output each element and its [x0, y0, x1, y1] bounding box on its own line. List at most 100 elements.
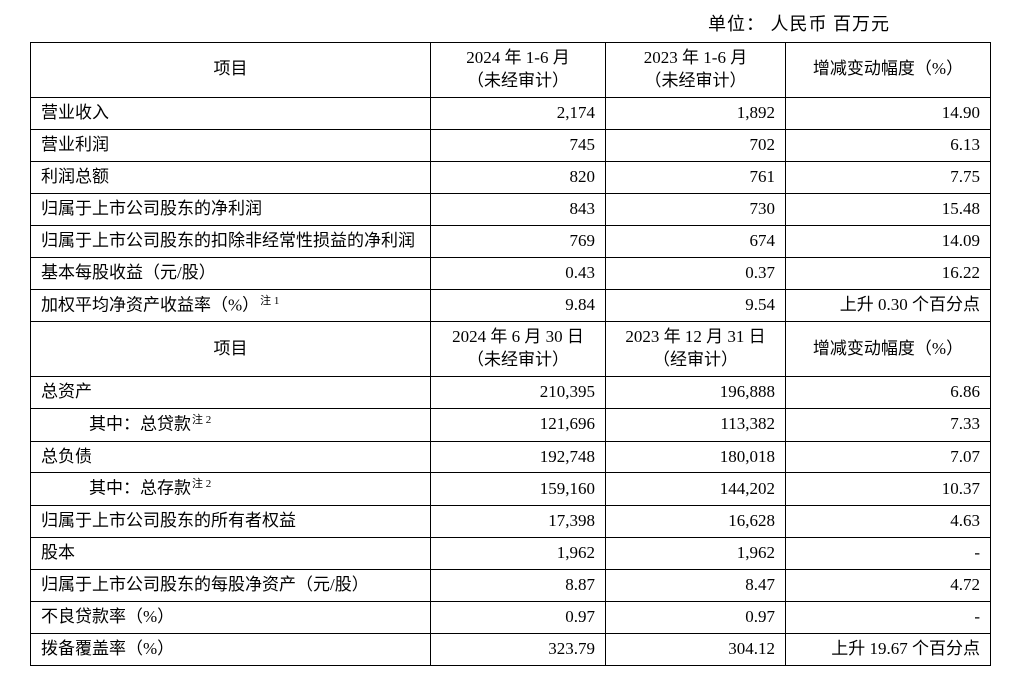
row-change: 7.33 — [786, 408, 991, 441]
row-value-1: 1,962 — [431, 537, 606, 569]
table-row: 加权平均净资产收益率（%）注 19.849.54上升 0.30 个百分点 — [31, 289, 991, 322]
s2-h1-l2: （未经审计） — [467, 350, 569, 369]
row-label: 利润总额 — [31, 161, 431, 193]
row-change: 16.22 — [786, 257, 991, 289]
table-row: 归属于上市公司股东的净利润84373015.48 — [31, 193, 991, 225]
row-label-text: 归属于上市公司股东的所有者权益 — [41, 511, 296, 530]
s1-h2-l1: 2023 年 1-6 月 — [644, 48, 747, 67]
row-label-text: 基本每股收益（元/股） — [41, 263, 216, 282]
row-change: 15.48 — [786, 193, 991, 225]
row-change: - — [786, 601, 991, 633]
footnote-marker: 注 2 — [192, 414, 211, 426]
table-row: 不良贷款率（%）0.970.97- — [31, 601, 991, 633]
row-change: 7.75 — [786, 161, 991, 193]
table-row: 营业利润 7457026.13 — [31, 129, 991, 161]
row-value-2: 730 — [606, 193, 786, 225]
s1-h2: 2023 年 1-6 月 （未经审计） — [606, 43, 786, 98]
row-change: 14.09 — [786, 225, 991, 257]
table-row: 其中：总存款注 2159,160144,20210.37 — [31, 473, 991, 506]
table-row: 归属于上市公司股东的每股净资产（元/股） 8.878.474.72 — [31, 569, 991, 601]
row-value-1: 0.97 — [431, 601, 606, 633]
table-row: 基本每股收益（元/股） 0.430.3716.22 — [31, 257, 991, 289]
table-row: 总负债192,748180,0187.07 — [31, 441, 991, 473]
row-label-text: 总负债 — [41, 447, 92, 466]
row-label-text: 归属于上市公司股东的每股净资产（元/股） — [41, 575, 369, 594]
row-change: 10.37 — [786, 473, 991, 506]
row-label: 营业利润 — [31, 129, 431, 161]
row-label-text: 加权平均净资产收益率（%） — [41, 295, 259, 314]
row-value-1: 2,174 — [431, 97, 606, 129]
row-value-2: 0.37 — [606, 257, 786, 289]
row-value-2: 180,018 — [606, 441, 786, 473]
row-value-2: 8.47 — [606, 569, 786, 601]
financial-table: 项目 2024 年 1-6 月 （未经审计） 2023 年 1-6 月 （未经审… — [30, 42, 991, 666]
row-change: 6.86 — [786, 376, 991, 408]
row-label-text: 股本 — [41, 543, 75, 562]
row-value-2: 16,628 — [606, 506, 786, 538]
row-value-1: 323.79 — [431, 633, 606, 665]
row-value-1: 17,398 — [431, 506, 606, 538]
row-label: 归属于上市公司股东的扣除非经常性损益的净利润 — [31, 225, 431, 257]
row-label-text: 总资产 — [41, 382, 92, 401]
row-label-text: 不良贷款率（%） — [41, 607, 174, 626]
row-label-text: 其中：总贷款 — [89, 415, 191, 434]
row-value-1: 0.43 — [431, 257, 606, 289]
s1-h1-l2: （未经审计） — [467, 71, 569, 90]
row-value-2: 113,382 — [606, 408, 786, 441]
row-value-1: 159,160 — [431, 473, 606, 506]
row-label: 归属于上市公司股东的净利润 — [31, 193, 431, 225]
row-label-text: 营业利润 — [41, 135, 109, 154]
row-value-2: 674 — [606, 225, 786, 257]
row-value-1: 745 — [431, 129, 606, 161]
table-row: 其中：总贷款注 2121,696113,3827.33 — [31, 408, 991, 441]
row-label: 基本每股收益（元/股） — [31, 257, 431, 289]
row-label-text: 拨备覆盖率（%） — [41, 639, 174, 658]
s2-h1: 2024 年 6 月 30 日 （未经审计） — [431, 322, 606, 377]
row-value-1: 210,395 — [431, 376, 606, 408]
s2-h2-l1: 2023 年 12 月 31 日 — [625, 327, 765, 346]
row-value-2: 304.12 — [606, 633, 786, 665]
row-label: 拨备覆盖率（%） — [31, 633, 431, 665]
row-value-1: 820 — [431, 161, 606, 193]
table-row: 归属于上市公司股东的扣除非经常性损益的净利润76967414.09 — [31, 225, 991, 257]
row-change: 上升 0.30 个百分点 — [786, 289, 991, 322]
row-value-2: 144,202 — [606, 473, 786, 506]
s2-h0: 项目 — [31, 322, 431, 377]
s2-h3: 增减变动幅度（%） — [786, 322, 991, 377]
row-value-1: 121,696 — [431, 408, 606, 441]
row-change: 上升 19.67 个百分点 — [786, 633, 991, 665]
table-row: 总资产 210,395196,8886.86 — [31, 376, 991, 408]
row-label: 营业收入 — [31, 97, 431, 129]
row-value-2: 0.97 — [606, 601, 786, 633]
row-value-2: 196,888 — [606, 376, 786, 408]
row-change: 4.72 — [786, 569, 991, 601]
table-row: 股本1,9621,962- — [31, 537, 991, 569]
row-label: 加权平均净资产收益率（%）注 1 — [31, 289, 431, 322]
row-label: 不良贷款率（%） — [31, 601, 431, 633]
row-value-2: 761 — [606, 161, 786, 193]
row-value-1: 8.87 — [431, 569, 606, 601]
s1-h3: 增减变动幅度（%） — [786, 43, 991, 98]
row-change: 6.13 — [786, 129, 991, 161]
s2-h1-l1: 2024 年 6 月 30 日 — [452, 327, 584, 346]
row-label: 其中：总贷款注 2 — [31, 408, 431, 441]
row-label: 股本 — [31, 537, 431, 569]
row-label-text: 营业收入 — [41, 103, 109, 122]
row-change: 14.90 — [786, 97, 991, 129]
section1-header-row: 项目 2024 年 1-6 月 （未经审计） 2023 年 1-6 月 （未经审… — [31, 43, 991, 98]
table-row: 归属于上市公司股东的所有者权益 17,39816,6284.63 — [31, 506, 991, 538]
row-label: 归属于上市公司股东的每股净资产（元/股） — [31, 569, 431, 601]
table-row: 营业收入2,1741,89214.90 — [31, 97, 991, 129]
s2-h2: 2023 年 12 月 31 日 （经审计） — [606, 322, 786, 377]
row-value-1: 9.84 — [431, 289, 606, 322]
row-label-text: 利润总额 — [41, 167, 109, 186]
row-value-1: 192,748 — [431, 441, 606, 473]
unit-label: 单位： 人民币 百万元 — [30, 10, 990, 36]
row-value-2: 702 — [606, 129, 786, 161]
s1-h1: 2024 年 1-6 月 （未经审计） — [431, 43, 606, 98]
row-change: 4.63 — [786, 506, 991, 538]
row-change: - — [786, 537, 991, 569]
row-value-2: 1,962 — [606, 537, 786, 569]
row-label: 总资产 — [31, 376, 431, 408]
row-value-1: 843 — [431, 193, 606, 225]
